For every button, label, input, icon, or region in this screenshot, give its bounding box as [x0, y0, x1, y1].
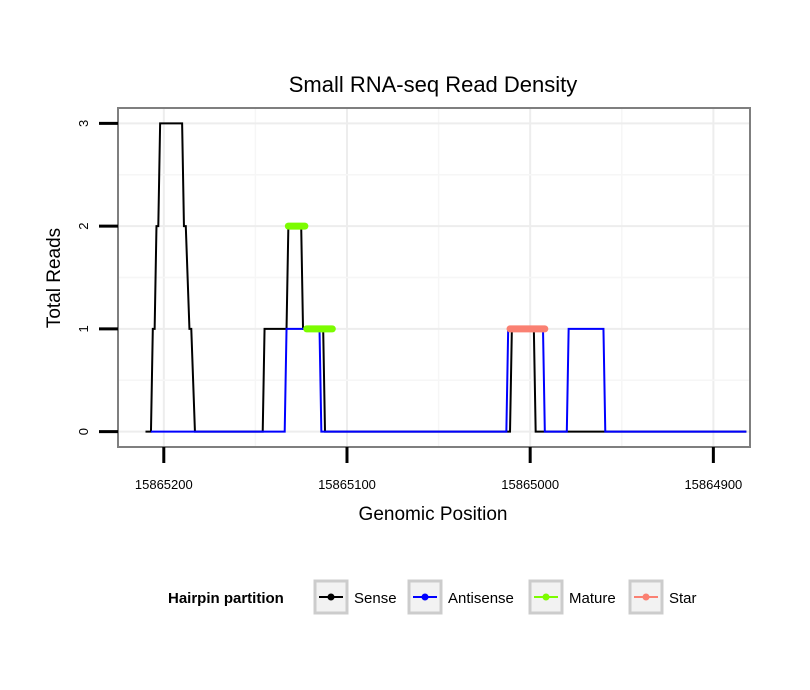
legend-key-point	[327, 593, 335, 601]
plot-border	[117, 107, 751, 448]
x-tick-label: 15865200	[135, 477, 193, 492]
legend-item-sense: Sense	[313, 579, 397, 615]
y-axis-title: Total Reads	[44, 228, 65, 328]
legend-key-point	[542, 593, 550, 601]
x-axis: 15865200 15865100 15865000 15864900	[135, 447, 742, 492]
legend-title: Hairpin partition	[168, 590, 284, 607]
legend: Hairpin partition Sense Antisense Mature St…	[168, 579, 697, 615]
legend-item-star: Star	[628, 579, 697, 615]
y-tick-label: 2	[76, 223, 91, 230]
series-layer	[145, 122, 747, 433]
x-tick-label: 15864900	[684, 477, 742, 492]
chart-title: Small RNA-seq Read Density	[289, 72, 578, 97]
y-tick-label: 0	[76, 428, 91, 435]
legend-label: Mature	[569, 590, 616, 607]
x-tick-label: 15865100	[318, 477, 376, 492]
legend-item-antisense: Antisense	[407, 579, 514, 615]
legend-key-point	[421, 593, 429, 601]
legend-key-point	[642, 593, 650, 601]
x-axis-title: Genomic Position	[359, 504, 508, 525]
legend-item-mature: Mature	[528, 579, 616, 615]
legend-label: Antisense	[448, 590, 514, 607]
y-tick-label: 1	[76, 325, 91, 332]
legend-label: Sense	[354, 590, 397, 607]
y-tick-label: 3	[76, 120, 91, 127]
legend-label: Star	[669, 590, 697, 607]
x-tick-label: 15865000	[501, 477, 559, 492]
y-axis: 0 1 2 3	[76, 120, 118, 435]
